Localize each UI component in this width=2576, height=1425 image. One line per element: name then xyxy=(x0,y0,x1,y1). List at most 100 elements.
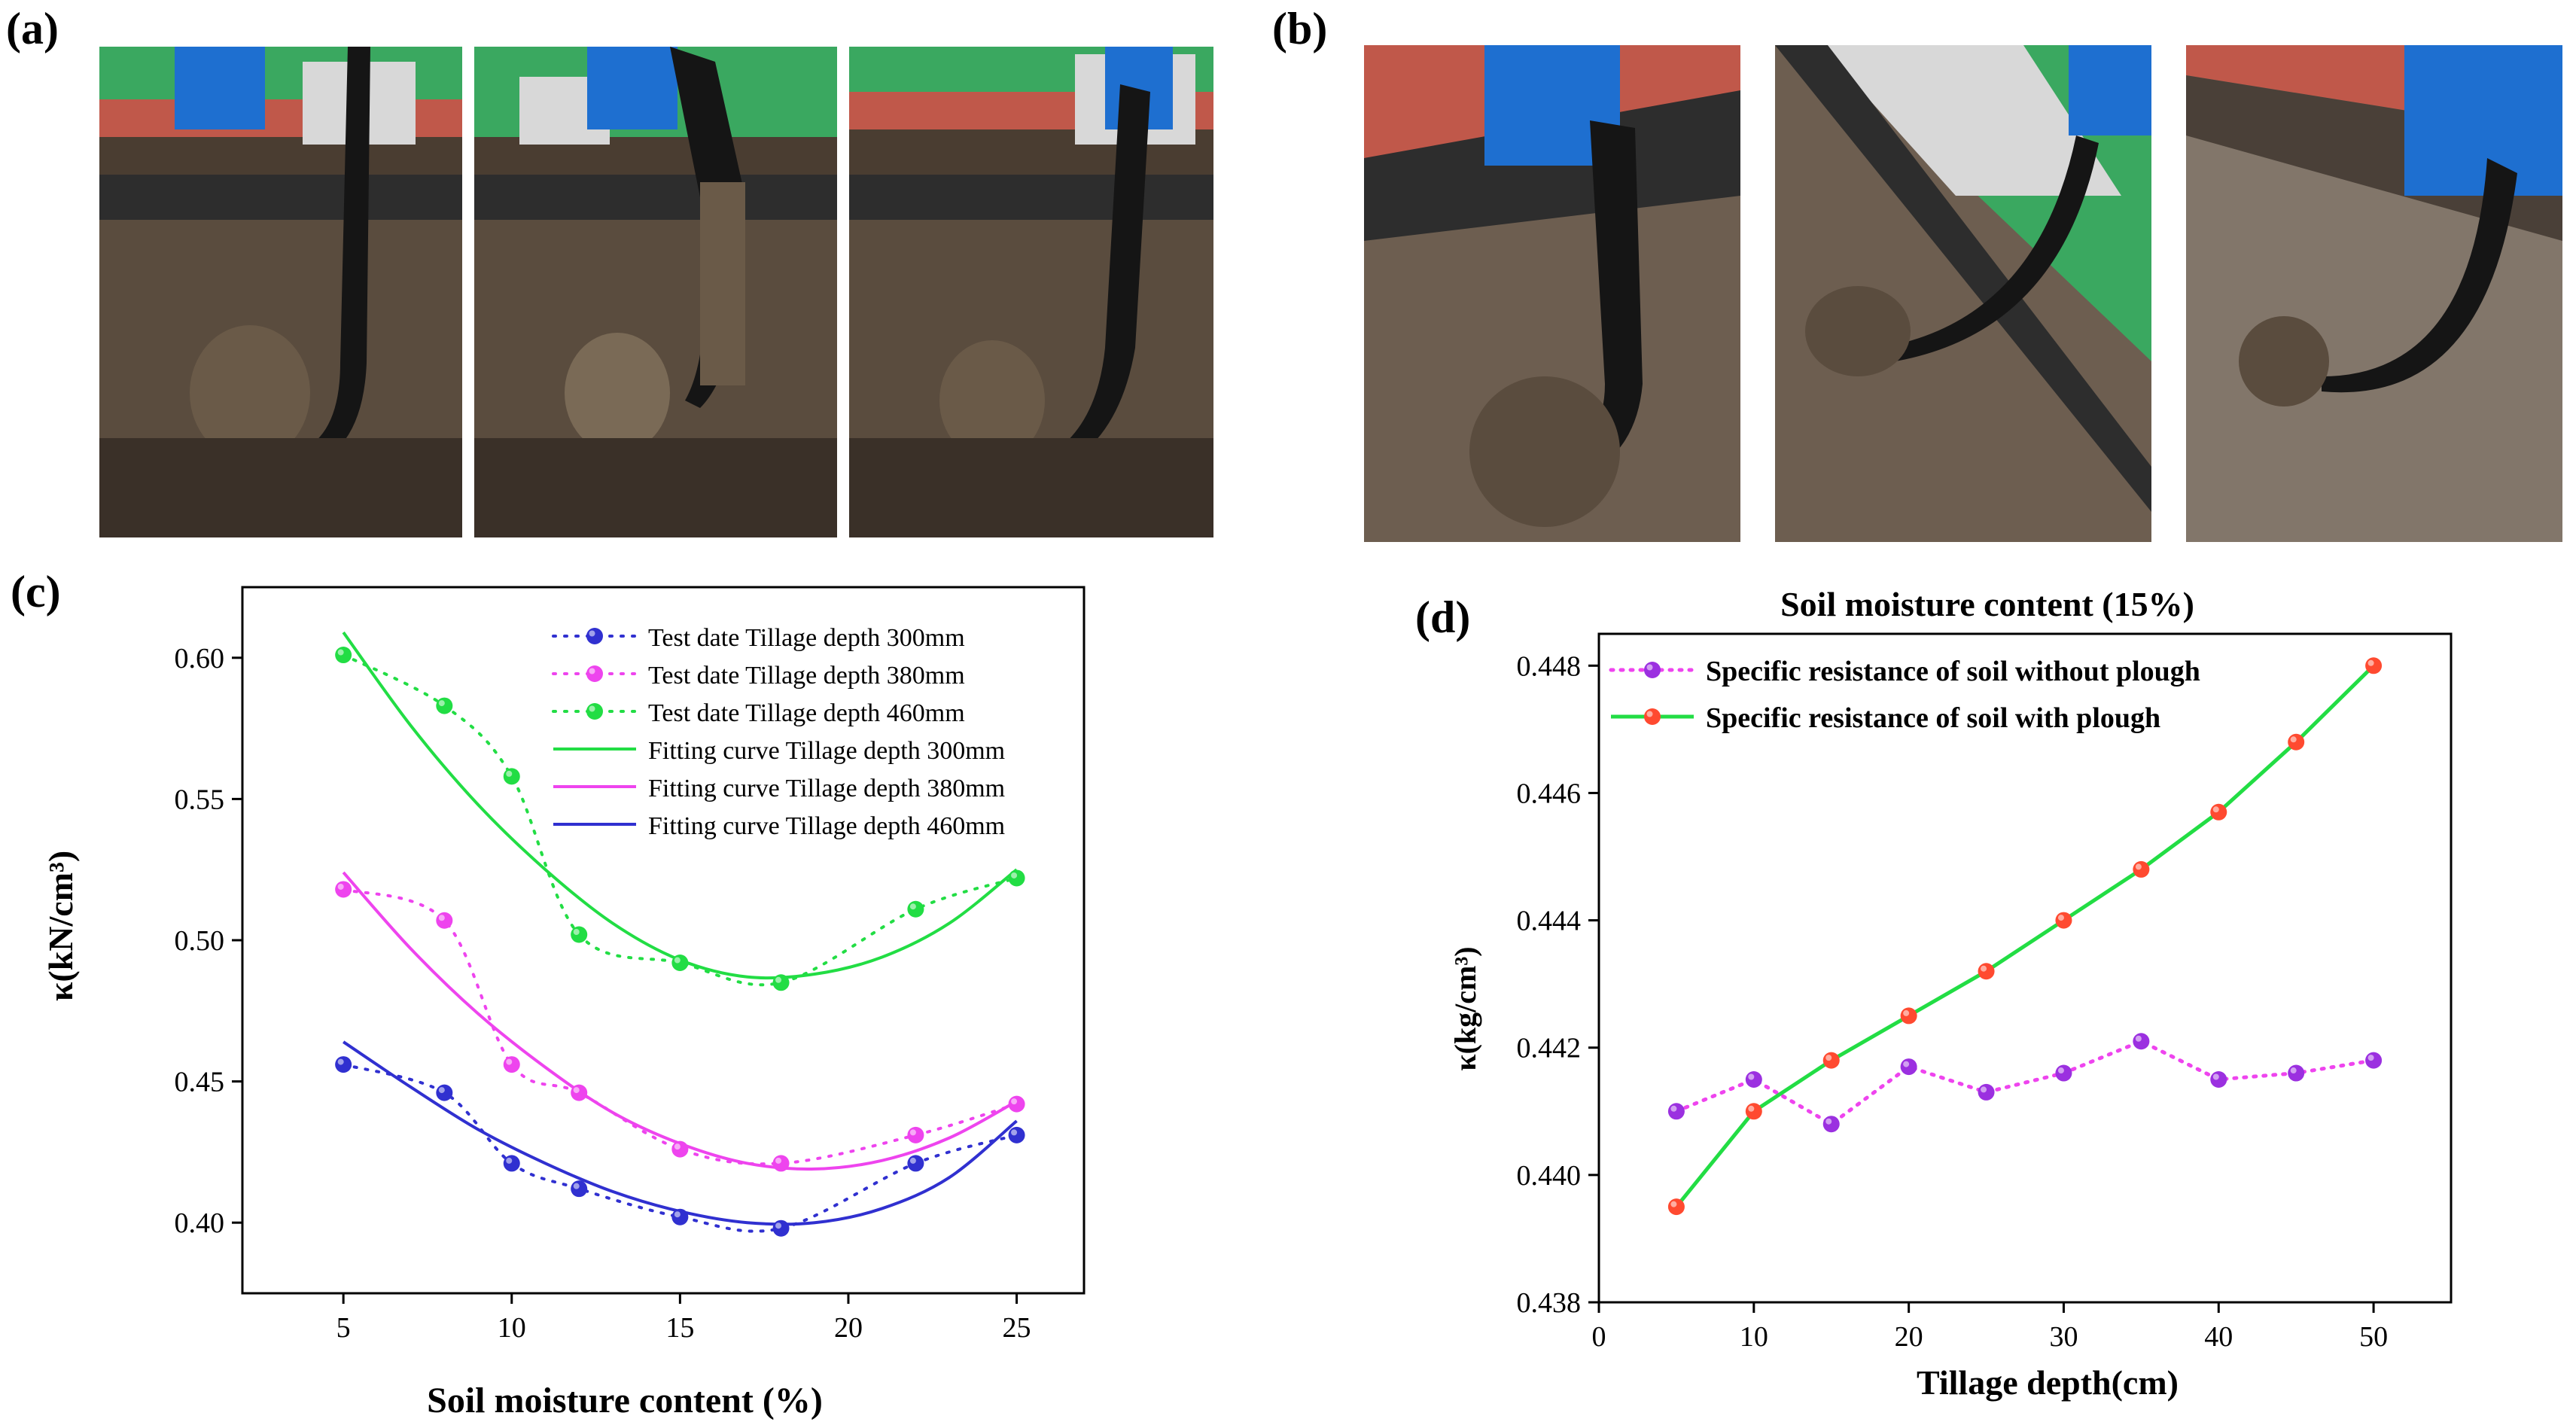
chart-c-data-point-highlight xyxy=(506,1157,513,1164)
chart-c-data-point-highlight xyxy=(573,1087,580,1094)
chart-c-data-point-highlight xyxy=(438,915,445,921)
chart-c-data-point-highlight xyxy=(775,976,782,983)
chart-d-data-point xyxy=(1978,963,1995,980)
chart-c-ytick-label: 0.45 xyxy=(175,1067,225,1098)
chart-d-data-point-highlight xyxy=(1903,1061,1910,1067)
chart-d-data-point-highlight xyxy=(2135,1035,2142,1042)
chart-c-data-point-highlight xyxy=(1011,1098,1018,1105)
chart-d-data-point-highlight xyxy=(1748,1073,1755,1080)
chart-d-data-point-highlight xyxy=(1981,1086,1987,1093)
chart-d-data-point-highlight xyxy=(1670,1105,1677,1112)
chart-d-frame xyxy=(1597,632,2453,1304)
chart-d-data-point xyxy=(2133,860,2150,878)
chart-d-data-point-highlight xyxy=(2212,806,2219,813)
chart-d-data-point-highlight xyxy=(1748,1105,1755,1112)
chart-d-legend-marker-highlight xyxy=(1646,664,1653,671)
chart-d-xtick-label: 10 xyxy=(1740,1321,1768,1353)
chart-d-ytick-label: 0.440 xyxy=(1517,1160,1582,1192)
chart-d-data-point-highlight xyxy=(2367,1055,2374,1061)
chart-d-data-point xyxy=(2210,803,2227,821)
chart-d-data-point xyxy=(1745,1071,1762,1088)
chart-d-ytick-label: 0.448 xyxy=(1517,650,1582,682)
panel-label-a: (a) xyxy=(6,4,59,53)
chart-d-ytick-label: 0.446 xyxy=(1517,778,1582,809)
chart-d-data-point xyxy=(1822,1116,1840,1133)
chart-d-ytick-label: 0.438 xyxy=(1517,1287,1582,1319)
chart-c-legend-label: Fitting curve Tillage depth 300mm xyxy=(648,737,1005,765)
chart-c-xtick-label: 20 xyxy=(834,1312,863,1344)
chart-c-data-point-highlight xyxy=(909,1129,916,1136)
chart-c-data-point-highlight xyxy=(775,1157,782,1164)
chart-d-data-point-highlight xyxy=(2135,863,2142,870)
chart-d-legend-label: Specific resistance of soil without plou… xyxy=(1706,656,2200,687)
chart-c-data-point-highlight xyxy=(1011,1129,1018,1136)
chart-d-data-point xyxy=(1667,1198,1685,1216)
chart-d-data-point-highlight xyxy=(1670,1201,1677,1207)
chart-c-ylabel: κ(kN/cm³) xyxy=(41,851,80,1001)
chart-c-legend-marker-highlight xyxy=(589,705,595,712)
chart-d-ytick-label: 0.444 xyxy=(1517,906,1582,937)
chart-c-data-point-highlight xyxy=(775,1223,782,1229)
chart-d-data-point xyxy=(1667,1103,1685,1120)
chart-d-title: Soil moisture content (15%) xyxy=(1780,585,2194,623)
chart-c-data-point-highlight xyxy=(438,1087,445,1094)
chart-c-data-point-highlight xyxy=(337,883,344,890)
chart-c-data-point-highlight xyxy=(506,1058,513,1065)
chart-c-legend-marker-highlight xyxy=(589,630,595,637)
chart-c-data-point-highlight xyxy=(573,928,580,935)
chart-c-ytick-label: 0.55 xyxy=(175,784,225,815)
chart-d-data-point xyxy=(2055,1064,2072,1082)
chart-d-data-point-highlight xyxy=(2057,1067,2064,1074)
chart-d-xtick-label: 50 xyxy=(2359,1321,2388,1353)
chart-d-xtick-label: 0 xyxy=(1592,1321,1606,1353)
chart-c-xtick-label: 15 xyxy=(665,1312,694,1344)
chart-c-test-line-2 xyxy=(342,653,1019,987)
chart-d-data-point xyxy=(1900,1007,1917,1025)
chart-c-data-point-highlight xyxy=(674,1143,681,1150)
chart-c-xtick-label: 25 xyxy=(1003,1312,1031,1344)
chart-d-data-point-highlight xyxy=(2212,1073,2219,1080)
chart-d-data-point xyxy=(2365,1052,2383,1069)
chart-d-data-point xyxy=(2055,912,2072,929)
chart-c-legend-label: Test date Tillage depth 460mm xyxy=(648,699,965,727)
chart-c-data-point-highlight xyxy=(674,1211,681,1218)
chart-c-xlabel: Soil moisture content (%) xyxy=(427,1381,823,1420)
chart-c-legend-marker-highlight xyxy=(589,668,595,674)
photo-b3 xyxy=(2186,45,2562,542)
photo-b1 xyxy=(1364,45,1740,542)
chart-d-xtick-label: 20 xyxy=(1895,1321,1923,1353)
chart-d-legend-label: Specific resistance of soil with plough xyxy=(1706,702,2160,734)
chart-d-xlabel: Tillage depth(cm) xyxy=(1917,1363,2179,1402)
chart-c-data-point-highlight xyxy=(674,957,681,964)
chart-d-data-point xyxy=(1745,1103,1762,1120)
chart-c-legend-label: Test date Tillage depth 380mm xyxy=(648,662,965,690)
chart-d-data-point-highlight xyxy=(1903,1009,1910,1016)
chart-d-data-point xyxy=(2210,1071,2227,1088)
photo-b2 xyxy=(1775,45,2151,542)
chart-d-data-point xyxy=(2365,657,2383,674)
chart-c-ytick-label: 0.50 xyxy=(175,925,225,957)
panel-label-b: (b) xyxy=(1272,4,1328,53)
chart-c-legend-label: Test date Tillage depth 300mm xyxy=(648,624,965,652)
chart-d-ytick-label: 0.442 xyxy=(1517,1033,1582,1064)
chart-d-data-point-highlight xyxy=(2290,1067,2297,1074)
chart-d-data-point-highlight xyxy=(2367,659,2374,666)
chart-c-data-point-highlight xyxy=(573,1183,580,1189)
chart-d-data-point xyxy=(1978,1083,1995,1101)
chart-d-data-point xyxy=(1822,1052,1840,1069)
chart-d-ylabel: κ(kg/cm³) xyxy=(1448,946,1482,1070)
chart-d-data-point-highlight xyxy=(2057,915,2064,921)
chart-c-test-line-0 xyxy=(342,1063,1019,1233)
chart-c-data-point-highlight xyxy=(337,1058,344,1065)
chart-d-data-point-highlight xyxy=(1825,1118,1832,1125)
chart-d-data-point-highlight xyxy=(1825,1055,1832,1061)
chart-c-xtick-label: 10 xyxy=(498,1312,526,1344)
chart-c-legend-label: Fitting curve Tillage depth 380mm xyxy=(648,775,1005,802)
chart-c-xtick-label: 5 xyxy=(336,1312,351,1344)
chart-c-data-point-highlight xyxy=(1011,872,1018,878)
chart-d-data-point-highlight xyxy=(1981,965,1987,972)
panel-label-c: (c) xyxy=(11,567,61,617)
chart-c-data-point-highlight xyxy=(438,700,445,707)
